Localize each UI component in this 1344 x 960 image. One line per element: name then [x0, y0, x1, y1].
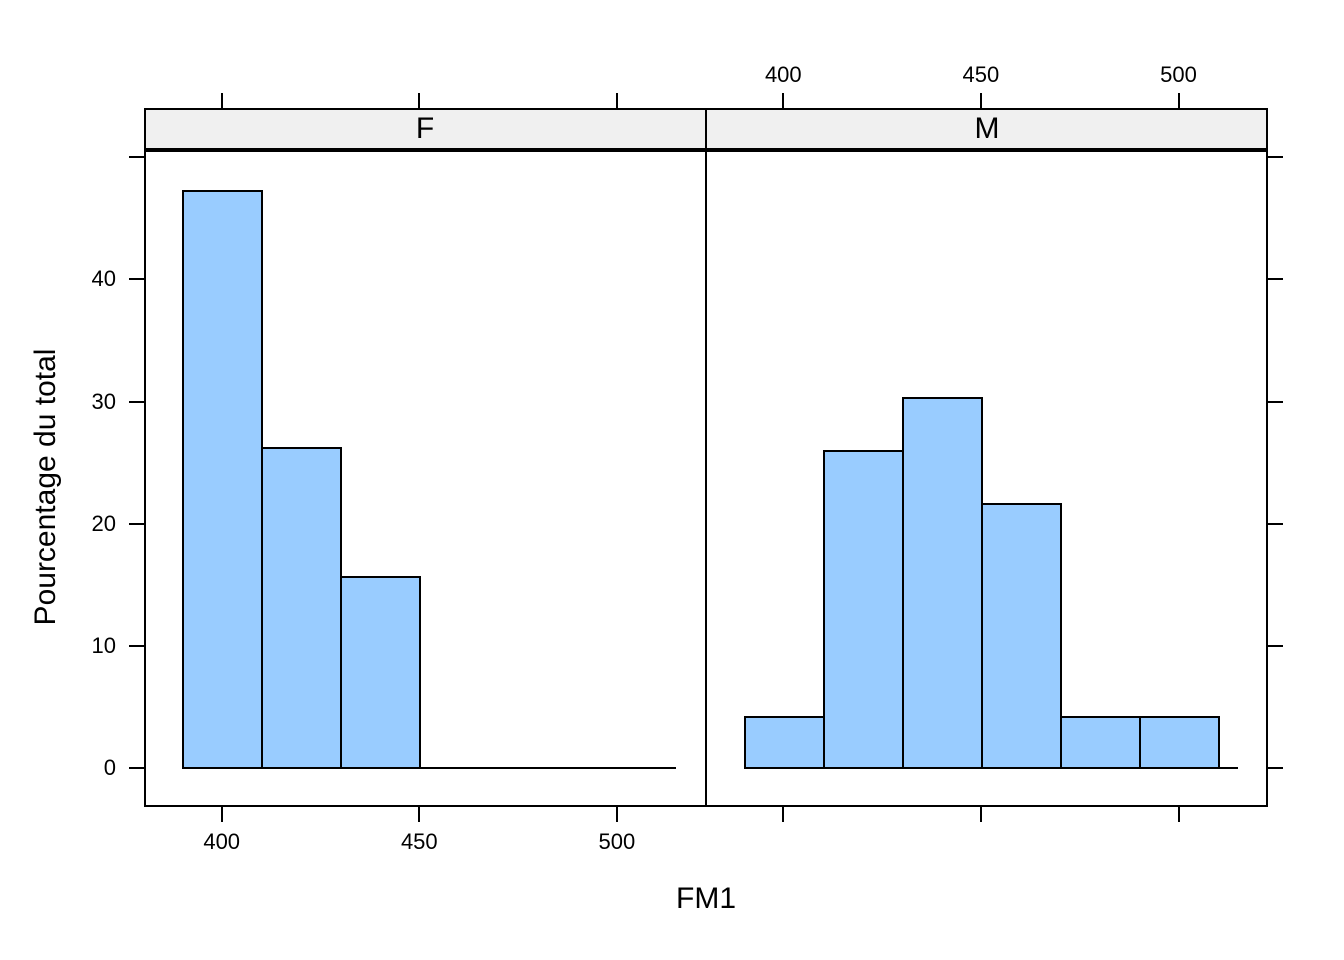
histogram-bar: [902, 397, 983, 769]
histogram-bar: [1060, 716, 1141, 769]
x-axis-tick: [615, 93, 618, 108]
histogram-bar: [823, 450, 904, 769]
y-axis-tick: [1268, 278, 1283, 281]
x-axis-tick-label: 500: [598, 829, 636, 854]
x-axis-tick: [220, 807, 223, 822]
x-axis-tick: [1177, 807, 1180, 822]
y-axis-tick-label: 0: [103, 755, 116, 781]
x-axis-tick-label: 500: [1160, 62, 1197, 87]
histogram-bar: [182, 190, 263, 769]
x-axis-tick: [418, 807, 421, 822]
x-axis-tick: [615, 807, 618, 822]
x-axis-tick: [782, 93, 785, 108]
y-axis-tick-label: 30: [91, 388, 116, 414]
x-axis-tick-label: 400: [203, 829, 241, 854]
y-axis-tick-label: 10: [91, 633, 116, 659]
histogram-bar: [340, 576, 421, 769]
x-axis-tick: [979, 93, 982, 108]
x-axis-tick-label: 450: [962, 62, 1000, 87]
histogram-bar: [981, 503, 1062, 769]
x-axis-tick-label: 400: [764, 62, 802, 87]
strip-label-m: M: [974, 112, 1000, 145]
y-axis-tick: [1268, 400, 1283, 403]
histogram-bar: [744, 716, 825, 769]
y-axis-tick: [129, 156, 144, 159]
y-axis-tick: [129, 400, 144, 403]
histogram-bar: [261, 447, 342, 769]
y-axis-tick: [1268, 156, 1283, 159]
y-axis-tick: [129, 278, 144, 281]
x-axis-tick: [220, 93, 223, 108]
x-axis-tick: [1177, 93, 1180, 108]
histogram-baseline: [182, 767, 677, 770]
x-axis-tick-label: 450: [400, 829, 438, 854]
x-axis-tick: [418, 93, 421, 108]
panel-divider: [705, 108, 707, 807]
y-axis-tick: [129, 522, 144, 525]
y-axis-tick: [129, 767, 144, 770]
x-axis-tick: [979, 807, 982, 822]
y-axis-tick-label: 20: [91, 510, 116, 536]
y-axis-tick-label: 40: [91, 266, 116, 292]
y-axis-tick: [1268, 767, 1283, 770]
y-axis-tick: [1268, 645, 1283, 648]
histogram-bar: [1139, 716, 1220, 769]
y-axis-tick: [1268, 522, 1283, 525]
x-axis-tick: [782, 807, 785, 822]
y-axis-tick: [129, 645, 144, 648]
x-axis-title: FM1: [676, 882, 736, 915]
strip-label-f: F: [415, 112, 435, 145]
